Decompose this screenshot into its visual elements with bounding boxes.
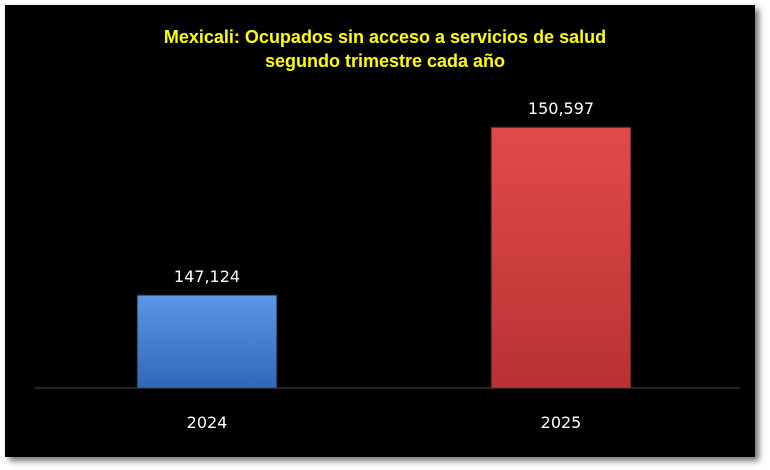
labels-layer: 147,124 2024 150,597 2025 [174,99,594,432]
bar-2025 [490,126,632,389]
x-tick-label-2024: 2024 [187,413,228,432]
chart-title: Mexicali: Ocupados sin acceso a servicio… [164,27,606,47]
data-label-2024: 147,124 [174,267,240,286]
bars-layer [136,126,632,389]
bar-2024 [136,294,278,389]
x-tick-label-2025: 2025 [541,413,582,432]
bar-chart: Mexicali: Ocupados sin acceso a servicio… [35,27,740,432]
data-label-2025: 150,597 [528,99,594,118]
chart-frame: Mexicali: Ocupados sin acceso a servicio… [5,5,755,457]
chart-subtitle: segundo trimestre cada año [265,51,505,71]
